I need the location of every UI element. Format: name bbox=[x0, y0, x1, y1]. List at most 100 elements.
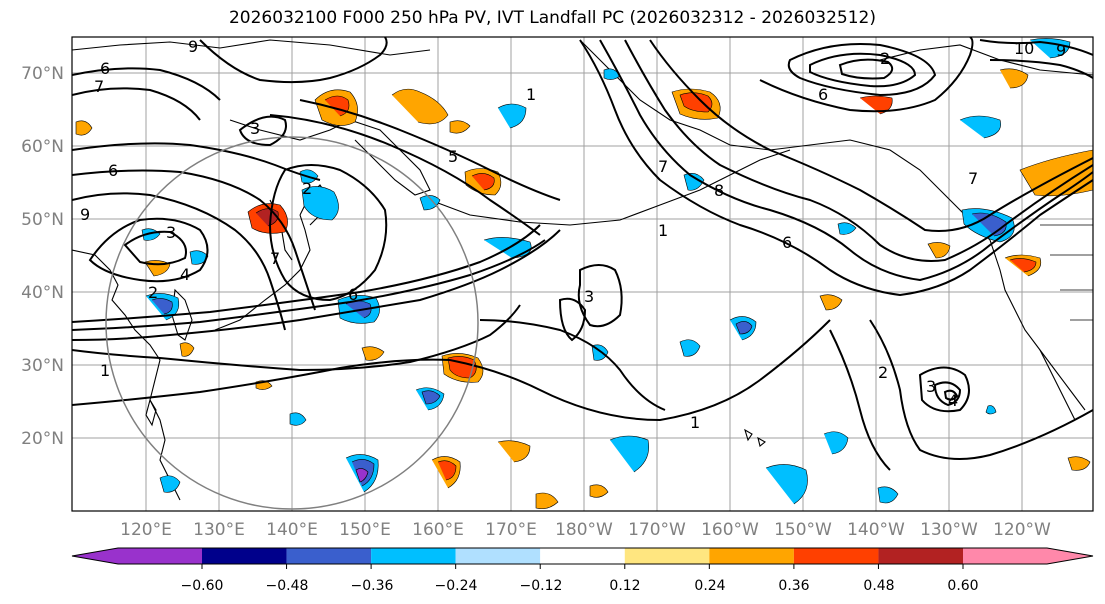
lat-label: 60°N bbox=[21, 137, 64, 157]
pv-blob bbox=[927, 242, 951, 259]
colorbar-bin bbox=[963, 548, 1093, 564]
pv-blob bbox=[819, 294, 843, 311]
colorbar-bin bbox=[793, 548, 879, 564]
contour-label: 8 bbox=[714, 181, 724, 200]
colorbar-bin bbox=[709, 548, 794, 564]
pv-contours bbox=[72, 37, 1093, 471]
pv-blob bbox=[179, 342, 195, 357]
pv-blob bbox=[361, 346, 385, 361]
pv-blob bbox=[765, 464, 808, 505]
colorbar-ticks bbox=[201, 564, 964, 569]
pv-blob bbox=[1067, 456, 1091, 471]
contour-label: 1 bbox=[658, 221, 668, 240]
contour-label: 3 bbox=[250, 119, 260, 138]
lat-label: 70°N bbox=[21, 64, 64, 84]
latitude-labels: 70°N 60°N 50°N 40°N 30°N 20°N bbox=[21, 64, 64, 449]
pv-blob bbox=[1009, 258, 1037, 273]
pv-blob bbox=[421, 390, 441, 405]
lon-label: 170°W bbox=[628, 520, 686, 540]
colorbar-bins bbox=[71, 547, 1094, 565]
pv-blob bbox=[959, 115, 1001, 139]
contour-label: 4 bbox=[180, 265, 190, 284]
colorbar-tick-label: 0.60 bbox=[947, 578, 978, 594]
pv-blob bbox=[877, 486, 899, 504]
colorbar-tick-label: −0.12 bbox=[520, 578, 563, 594]
lon-label: 150°W bbox=[774, 520, 832, 540]
longitude-labels: 120°E 130°E 140°E 150°E 160°E 170°E 180°… bbox=[120, 520, 1051, 540]
contour-label: 9 bbox=[188, 37, 198, 56]
colorbar: −0.60 −0.48 −0.36 −0.24 −0.12 0.12 0.24 … bbox=[71, 547, 1094, 594]
pv-blob bbox=[437, 460, 457, 481]
contour-label: 2 bbox=[880, 49, 890, 68]
lon-label: 130°E bbox=[193, 520, 245, 540]
colorbar-tick-label: 0.36 bbox=[778, 578, 809, 594]
lon-label: 180°W bbox=[555, 520, 613, 540]
colorbar-tick-label: −0.60 bbox=[181, 578, 224, 594]
contour-label: 4 bbox=[948, 391, 958, 410]
pv-blob bbox=[391, 88, 449, 125]
contour-label: 7 bbox=[658, 157, 668, 176]
contour-label: 7 bbox=[968, 169, 978, 188]
pv-blob bbox=[159, 475, 181, 493]
map-frame bbox=[71, 36, 1094, 512]
lon-label: 120°W bbox=[993, 520, 1051, 540]
contour-label: 2 bbox=[302, 179, 312, 198]
lon-label: 140°E bbox=[266, 520, 318, 540]
gridlines bbox=[72, 37, 1093, 511]
contour-label: 6 bbox=[818, 85, 828, 104]
colorbar-bin bbox=[540, 548, 625, 564]
colorbar-bin bbox=[455, 548, 541, 564]
lat-label: 20°N bbox=[21, 429, 64, 449]
colorbar-bin bbox=[371, 548, 456, 564]
lon-label: 160°W bbox=[701, 520, 759, 540]
contour-label: 3 bbox=[166, 223, 176, 242]
pv-blob bbox=[679, 339, 701, 357]
colorbar-bin bbox=[878, 548, 963, 564]
pv-blob bbox=[1029, 38, 1071, 59]
pv-blob bbox=[535, 492, 559, 510]
colorbar-tick-label: 0.48 bbox=[863, 578, 894, 594]
contour-label: 9 bbox=[80, 205, 90, 224]
pv-blob bbox=[837, 222, 857, 235]
colorbar-bin bbox=[72, 548, 202, 564]
lon-label: 130°W bbox=[920, 520, 978, 540]
colorbar-tick-label: −0.24 bbox=[435, 578, 478, 594]
contour-label: 1 bbox=[100, 361, 110, 380]
pv-blob bbox=[449, 120, 471, 134]
pv-blob bbox=[823, 431, 849, 455]
contour-label: 7 bbox=[270, 249, 280, 268]
pv-blob bbox=[679, 92, 713, 113]
pv-blob bbox=[497, 103, 527, 129]
lon-label: 140°W bbox=[847, 520, 905, 540]
contour-label: 6 bbox=[348, 285, 358, 304]
pv-blob bbox=[609, 435, 649, 473]
lon-label: 170°E bbox=[485, 520, 537, 540]
contour-label: 2 bbox=[878, 363, 888, 382]
lat-label: 30°N bbox=[21, 356, 64, 376]
contour-label: 1 bbox=[690, 413, 700, 432]
colorbar-bin bbox=[286, 548, 372, 564]
lon-label: 120°E bbox=[120, 520, 172, 540]
pv-blob bbox=[289, 412, 307, 426]
pv-blob bbox=[589, 484, 609, 498]
contour-label: 9 bbox=[1056, 41, 1066, 60]
colorbar-tick-labels: −0.60 −0.48 −0.36 −0.24 −0.12 0.12 0.24 … bbox=[181, 578, 979, 594]
contour-label: 3 bbox=[926, 377, 936, 396]
pv-blob bbox=[471, 173, 495, 191]
pv-blob bbox=[999, 68, 1029, 89]
pv-blob bbox=[683, 173, 705, 191]
contour-label: 2 bbox=[148, 283, 158, 302]
contour-label: 6 bbox=[782, 233, 792, 252]
pv-blob bbox=[301, 186, 339, 221]
contour-label: 6 bbox=[100, 59, 110, 78]
colorbar-bin bbox=[202, 548, 287, 564]
contour-labels: 9 6 7 6 9 3 2 1 5 3 2 6 4 7 6 1 6 7 8 10… bbox=[80, 37, 1066, 432]
lon-label: 150°E bbox=[339, 520, 391, 540]
colorbar-tick-label: −0.48 bbox=[266, 578, 309, 594]
lon-label: 160°E bbox=[412, 520, 464, 540]
pv-blob bbox=[735, 321, 753, 335]
colorbar-outline bbox=[71, 547, 1094, 565]
contour-label: 6 bbox=[108, 161, 118, 180]
colorbar-tick-label: 0.24 bbox=[694, 578, 725, 594]
